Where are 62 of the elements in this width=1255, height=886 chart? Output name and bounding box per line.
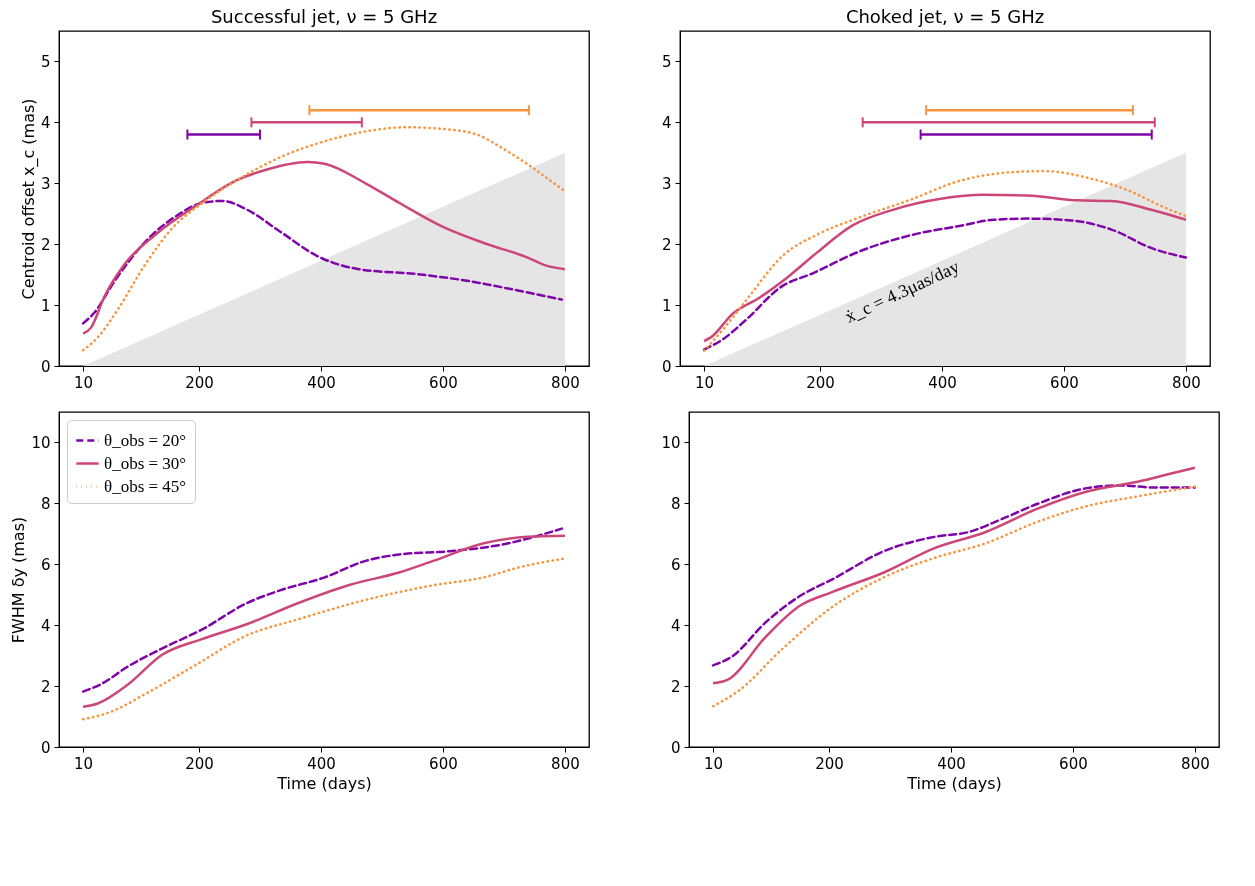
x-tick-label: 200 [815,754,844,773]
x-tick-label: 600 [1050,373,1079,392]
legend-label: θ_obs = 20° [104,430,187,450]
legend-label: θ_obs = 45° [104,476,187,496]
line-series [81,125,567,352]
x-tick-label: 600 [1059,754,1088,773]
y-tick-label: 6 [40,555,51,574]
x-tick-label: 800 [1172,373,1201,392]
x-axis-title: Time (days) [276,773,372,793]
y-tick-label: 1 [40,296,51,315]
y-tick-label: 2 [40,677,51,696]
x-tick-label: 10 [695,373,715,392]
y-tick-label: 1 [661,296,672,315]
y-tick-label: 3 [661,174,672,193]
line-series [81,160,567,335]
x-tick-label: 600 [429,373,458,392]
y-tick-label: 0 [40,357,51,376]
chart-title: Successful jet, ν = 5 GHz [210,6,438,27]
y-tick-label: 5 [40,52,51,71]
x-tick-label: 10 [74,754,94,773]
y-tick-label: 2 [40,235,51,254]
y-tick-label: 0 [40,738,51,757]
x-tick-label: 400 [937,754,966,773]
y-tick-label: 8 [40,494,51,513]
y-axis-title: FWHM δy (mas) [9,516,29,644]
y-tick-label: 0 [661,357,672,376]
y-tick-label: 6 [670,555,681,574]
y-tick-label: 4 [40,113,51,132]
x-tick-label: 800 [551,373,580,392]
x-tick-label: 200 [185,373,214,392]
y-tick-label: 2 [670,677,681,696]
x-tick-label: 400 [307,373,336,392]
x-tick-label: 800 [551,754,580,773]
x-tick-label: 800 [1181,754,1210,773]
y-tick-label: 4 [661,113,672,132]
x-tick-label: 200 [185,754,214,773]
line-series [702,217,1188,351]
line-series [711,466,1197,685]
legend-label: θ_obs = 30° [104,453,187,473]
x-tick-label: 10 [704,754,724,773]
y-tick-label: 4 [40,616,51,635]
line-series [702,193,1188,343]
line-series [711,484,1197,667]
y-tick-label: 4 [670,616,681,635]
y-tick-label: 0 [670,738,681,757]
y-axis-title: Centroid offset x_c (mas) [18,98,39,300]
x-tick-label: 200 [806,373,835,392]
y-tick-label: 10 [661,433,681,452]
x-tick-label: 400 [928,373,957,392]
line-series [81,199,564,325]
y-tick-label: 2 [661,235,672,254]
y-tick-label: 5 [661,52,672,71]
x-axis-title: Time (days) [906,773,1002,793]
y-tick-label: 3 [40,174,51,193]
y-tick-label: 10 [31,433,51,452]
line-series [711,485,1197,708]
y-tick-label: 8 [670,494,681,513]
x-tick-label: 600 [429,754,458,773]
line-series [81,557,567,721]
x-tick-label: 10 [74,373,94,392]
chart-title: Choked jet, ν = 5 GHz [845,6,1045,27]
x-tick-label: 400 [307,754,336,773]
